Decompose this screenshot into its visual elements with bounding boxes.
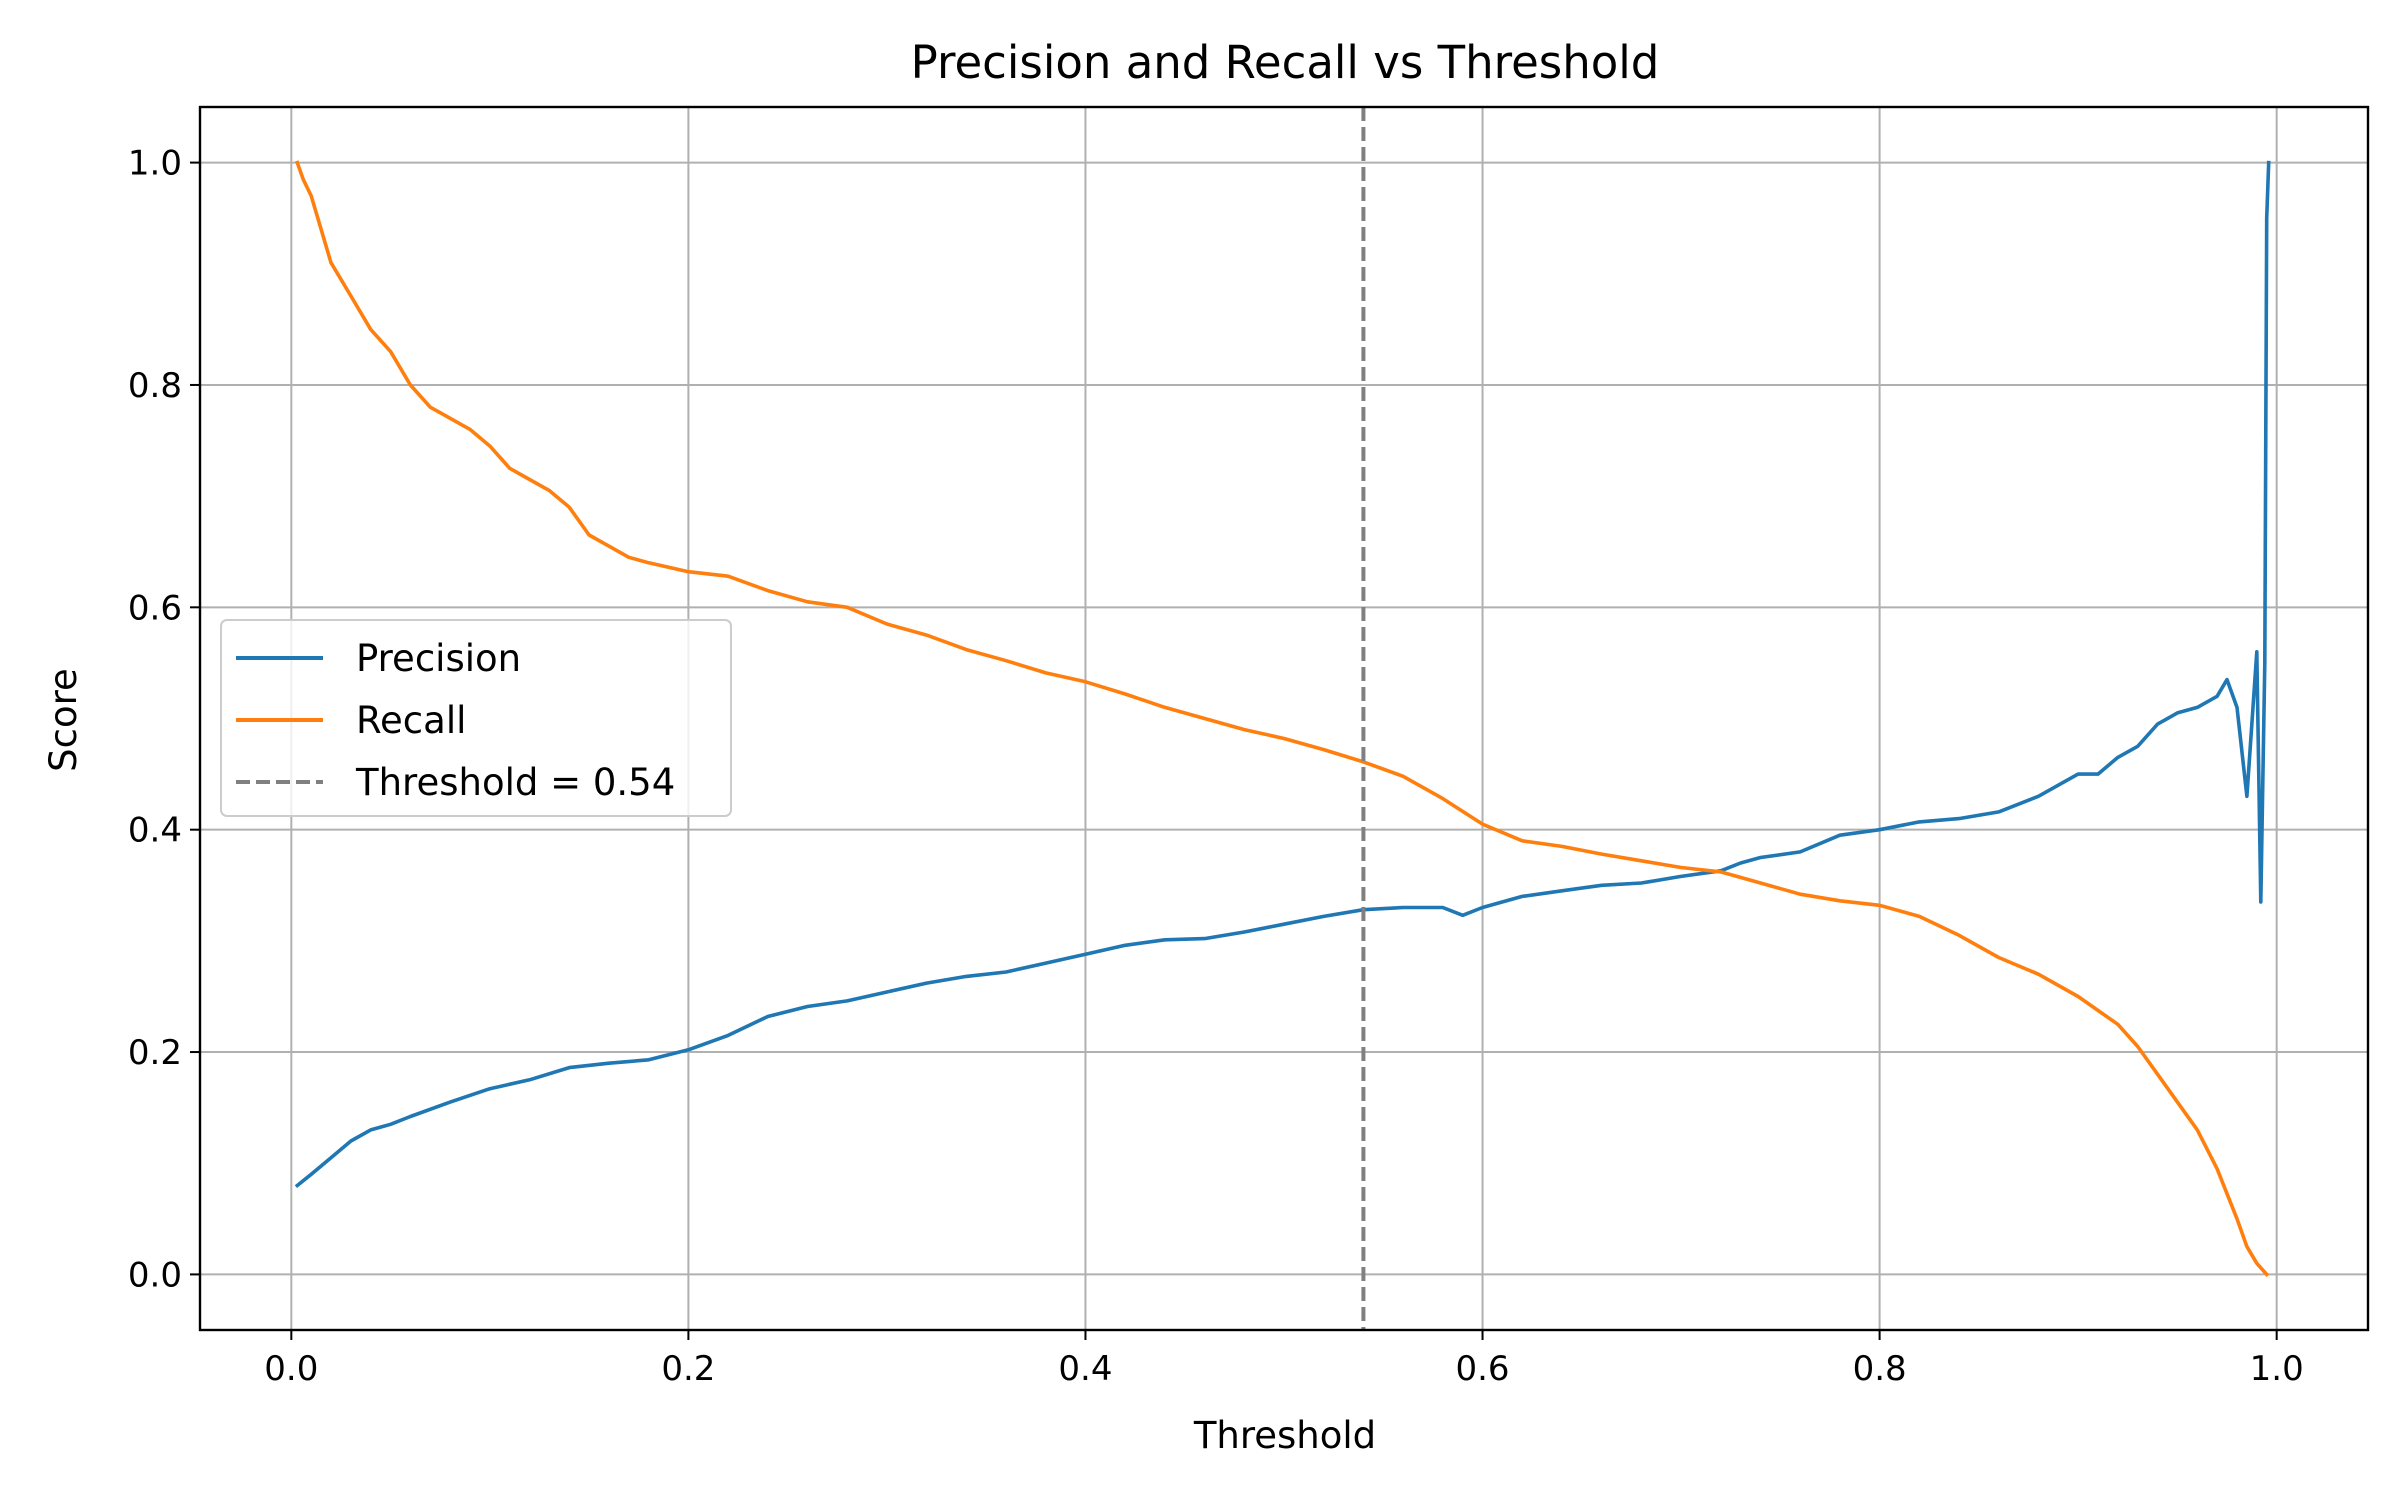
- plot-frame: [198, 105, 2370, 1332]
- series-line-recall: [295, 160, 2270, 1277]
- x-tick-label: 1.0: [2250, 1349, 2304, 1389]
- x-tick-label: 0.8: [1853, 1349, 1907, 1389]
- x-tick-label: 0.0: [264, 1349, 318, 1389]
- series-layer: [294, 107, 2271, 1330]
- grid-lines: [200, 107, 2368, 1330]
- legend-box: [220, 619, 732, 817]
- y-tick-label: 1.0: [128, 144, 182, 184]
- chart-title: Precision and Recall vs Threshold: [911, 36, 1660, 89]
- y-tick-label: 0.4: [128, 811, 182, 851]
- y-axis-label: Score: [42, 668, 85, 772]
- legend-label-precision: Precision: [356, 637, 521, 680]
- y-tick-label: 0.0: [128, 1255, 182, 1295]
- y-tick-label: 0.2: [128, 1033, 182, 1073]
- y-tick-label: 0.6: [128, 588, 182, 628]
- x-tick-label: 0.6: [1455, 1349, 1509, 1389]
- x-tick-label: 0.4: [1058, 1349, 1112, 1389]
- legend-label-threshold: Threshold = 0.54: [355, 761, 675, 804]
- series-line-precision: [294, 160, 2271, 1189]
- y-tick-label: 0.8: [128, 366, 182, 406]
- legend: Precision Recall Threshold = 0.54: [220, 619, 732, 817]
- x-axis-label: Threshold: [1193, 1414, 1376, 1457]
- x-tick-label: 0.2: [661, 1349, 715, 1389]
- axis-ticks: 0.0 0.2 0.4 0.6 0.8 1.0 0.0 0.2 0.4 0.6 0.8 1.0: [128, 144, 2304, 1389]
- legend-label-recall: Recall: [356, 699, 466, 742]
